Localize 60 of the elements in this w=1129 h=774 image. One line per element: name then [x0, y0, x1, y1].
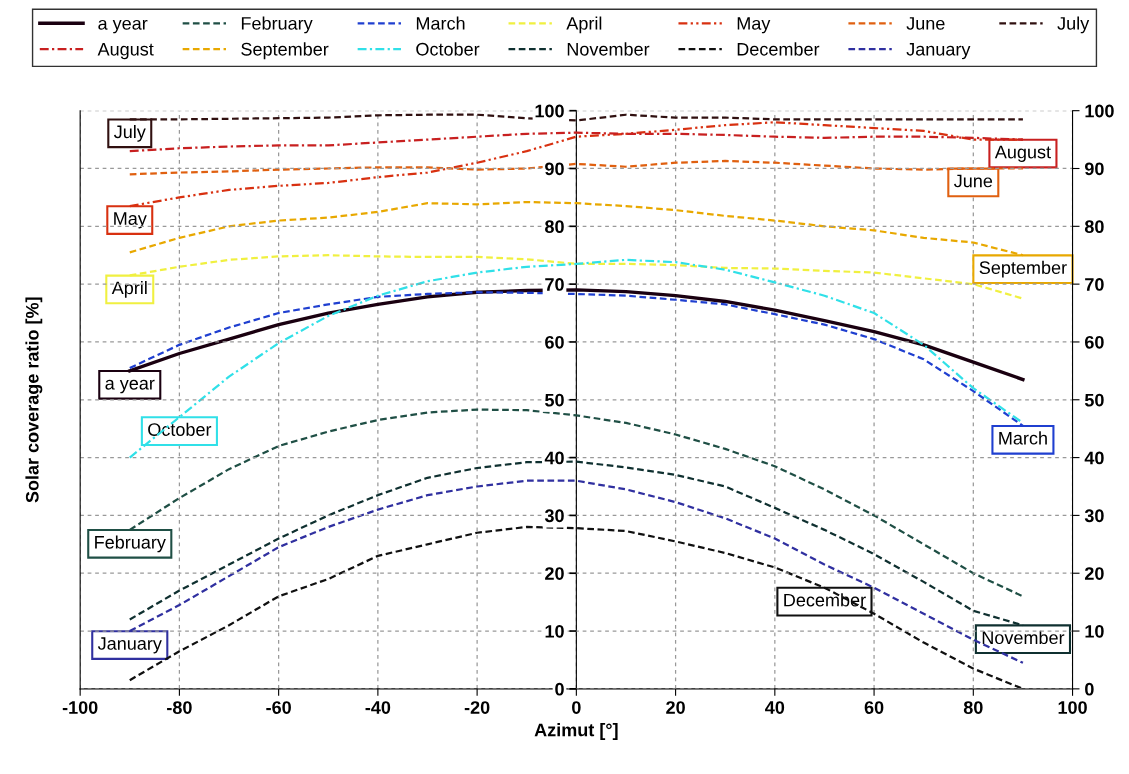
y2-tick-label: 40: [1084, 451, 1104, 465]
y2-tick-label: 10: [1085, 624, 1104, 638]
legend-label: March: [416, 16, 465, 30]
annotation: September: [979, 260, 1067, 278]
y-tick-label: 100: [535, 104, 564, 118]
y-tick-label: 40: [544, 451, 564, 465]
y2-tick-label: 100: [1085, 104, 1114, 118]
legend-label: April: [566, 16, 602, 34]
legend-label: October: [416, 42, 480, 56]
y2-tick-label: 30: [1084, 509, 1104, 523]
y2-tick-label: 0: [1085, 682, 1094, 696]
y-axis-title: Solar coverage ratio [%]: [25, 297, 43, 503]
legend-label: a year: [98, 19, 148, 34]
x-tick-label: -100: [62, 701, 98, 714]
y2-tick-label: 70: [1085, 278, 1104, 291]
y-tick-label: 90: [545, 162, 564, 176]
y2-tick-label: 80: [1084, 220, 1104, 234]
y-tick-label: 0: [555, 682, 564, 696]
y2-tick-label: 20: [1084, 567, 1104, 580]
annotation: March: [999, 431, 1047, 445]
y2-tick-label: 60: [1085, 335, 1104, 349]
annotation: April: [111, 281, 147, 298]
y-tick-label: 10: [545, 624, 564, 638]
annotation: June: [954, 174, 993, 188]
legend-label: December: [737, 42, 820, 56]
annotation: a year: [105, 379, 155, 394]
legend-label: June: [906, 17, 945, 30]
y-tick-label: 20: [545, 567, 564, 580]
annotation: August: [994, 145, 1051, 162]
annotation: January: [97, 637, 162, 654]
x-tick-label: -40: [365, 701, 391, 714]
legend-label: July: [1057, 16, 1090, 34]
legend-label: November: [567, 42, 650, 56]
annotation: October: [148, 422, 212, 436]
legend-label: January: [906, 43, 971, 60]
y-tick-label: 70: [545, 278, 564, 291]
x-tick-label: 60: [864, 701, 884, 714]
legend-label: February: [241, 16, 313, 34]
x-tick-label: -20: [464, 701, 490, 714]
x-tick-label: 100: [1058, 701, 1087, 714]
x-axis-title: Azimut [°]: [534, 723, 618, 740]
y2-tick-label: 90: [1084, 162, 1104, 176]
x-tick-label: -80: [167, 701, 192, 714]
x-tick-label: 0: [572, 701, 581, 714]
y2-tick-label: 50: [1084, 393, 1104, 407]
y-tick-label: 50: [545, 393, 564, 407]
annotation: May: [114, 212, 147, 229]
y-tick-label: 60: [545, 335, 564, 349]
x-tick-label: 20: [666, 701, 685, 714]
legend-label: May: [737, 17, 771, 34]
x-tick-label: 40: [765, 701, 785, 714]
legend-label: September: [241, 42, 329, 60]
legend-label: August: [97, 43, 154, 60]
x-tick-label: -60: [266, 701, 291, 714]
annotation: July: [114, 124, 146, 142]
annotation: November: [982, 630, 1065, 645]
annotation: February: [95, 535, 166, 553]
y-tick-label: 80: [545, 220, 564, 234]
y-tick-label: 30: [544, 509, 564, 523]
x-tick-label: 80: [963, 701, 983, 714]
